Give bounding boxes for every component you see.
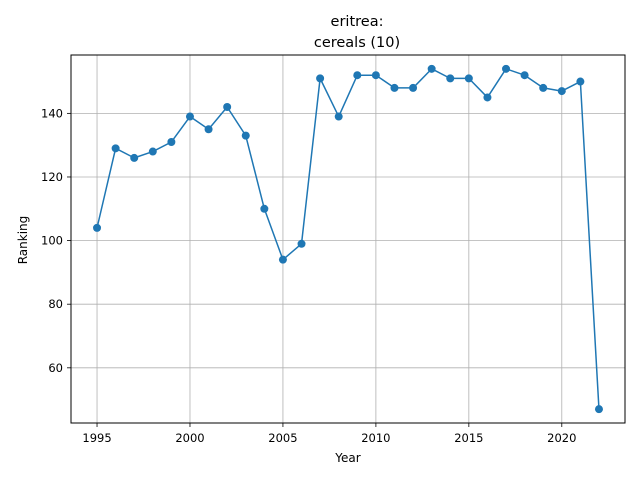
data-point <box>297 239 306 248</box>
data-point <box>427 64 436 73</box>
data-point <box>464 74 473 83</box>
data-point <box>241 131 250 140</box>
data-point <box>278 255 287 264</box>
plot-frame <box>70 54 626 424</box>
data-point <box>539 83 548 92</box>
y-tick-label: 60 <box>48 361 63 375</box>
data-point <box>557 87 566 96</box>
data-point <box>502 64 511 73</box>
data-point <box>260 204 269 213</box>
data-point <box>334 112 343 121</box>
data-point <box>446 74 455 83</box>
data-point <box>130 153 139 162</box>
y-tick-label: 140 <box>41 106 63 120</box>
data-point <box>594 405 603 414</box>
data-point <box>520 71 529 80</box>
data-point <box>316 74 325 83</box>
data-point <box>371 71 380 80</box>
y-tick-label: 120 <box>41 170 63 184</box>
x-tick-label: 1995 <box>82 431 111 445</box>
chart-title-line-1: eritrea: <box>331 14 384 30</box>
data-point <box>148 147 157 156</box>
data-point <box>353 71 362 80</box>
data-point <box>167 137 176 146</box>
x-tick-label: 2015 <box>454 431 483 445</box>
data-point <box>390 83 399 92</box>
data-point <box>111 144 120 153</box>
data-point <box>185 112 194 121</box>
x-axis-label: Year <box>334 451 360 465</box>
chart-title-line-2: cereals (10) <box>314 35 400 51</box>
y-axis-label: Ranking <box>16 216 30 265</box>
series-layer <box>93 64 603 414</box>
x-axis-ticks: 1995 2000 2005 2010 2015 2020 <box>82 423 576 445</box>
data-point <box>204 125 213 134</box>
data-point <box>93 223 102 232</box>
x-tick-label: 2000 <box>175 431 204 445</box>
data-point <box>576 77 585 86</box>
y-axis-ticks: 60 80 100 120 140 <box>41 106 71 375</box>
series-line <box>96 68 600 410</box>
x-tick-label: 2010 <box>361 431 390 445</box>
data-point <box>223 103 232 112</box>
data-point <box>409 83 418 92</box>
x-tick-label: 2020 <box>547 431 576 445</box>
y-tick-label: 80 <box>48 297 63 311</box>
y-tick-label: 100 <box>41 234 63 248</box>
data-point <box>483 93 492 102</box>
x-tick-label: 2005 <box>268 431 297 445</box>
